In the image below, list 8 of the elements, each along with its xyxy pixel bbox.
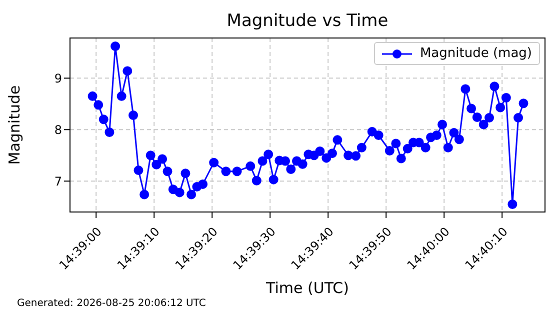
y-tick-label: 9 — [54, 71, 62, 86]
text: Generated: 2026-08-25 20:06:12 UTC — [17, 298, 206, 309]
chart-title: Magnitude vs Time — [226, 11, 390, 31]
y-tick-label: 8 — [54, 122, 62, 137]
y-tick-label: 7 — [54, 174, 62, 188]
y-axis-title: Magnitude — [5, 85, 24, 165]
x-axis-title: Time (UTC) — [265, 279, 350, 297]
legend-label: Magnitude (mag) — [420, 46, 532, 61]
